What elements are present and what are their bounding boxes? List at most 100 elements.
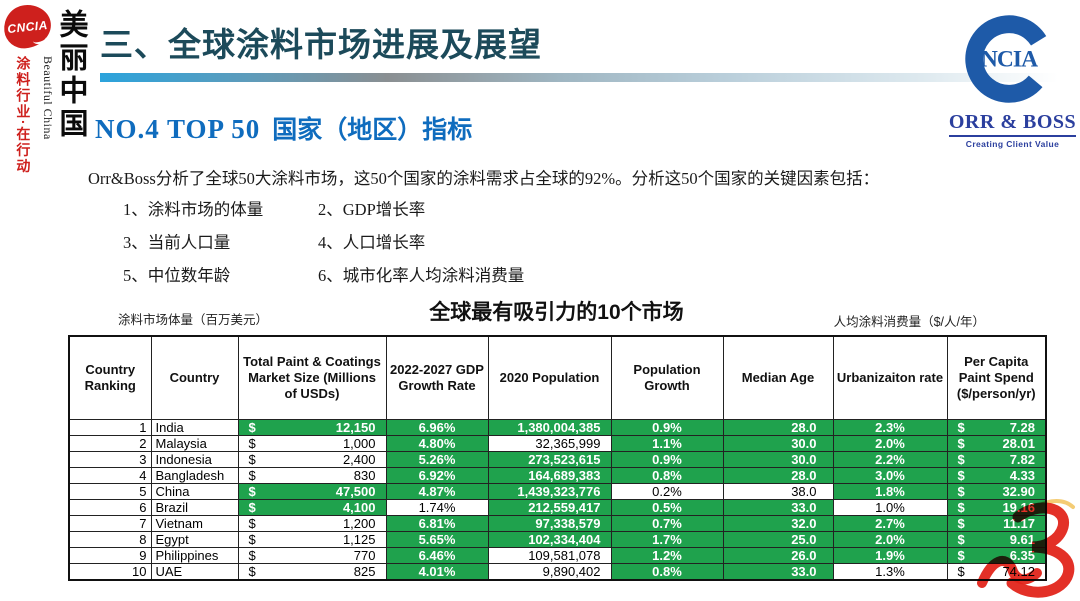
table-cell: 7	[68, 515, 152, 532]
table-cell: 1,380,004,385	[487, 419, 612, 436]
cncia-seal-logo: CNCIA	[1, 2, 54, 51]
table-cell: 2.2%	[832, 451, 948, 468]
dollar-sign: $	[957, 564, 965, 579]
dollar-sign: $	[248, 500, 256, 515]
intro-paragraph: Orr&Boss分析了全球50大涂料市场，这50个国家的涂料需求占全球的92%。…	[88, 169, 880, 188]
table-cell: Brazil	[150, 499, 239, 516]
dollar-sign: $	[957, 452, 965, 467]
column-header: Country Ranking	[68, 335, 152, 420]
table-cell: $7.82	[946, 451, 1047, 468]
table-cell: 5.65%	[385, 531, 489, 548]
dollar-sign: $	[957, 484, 965, 499]
cell-value: 12,150	[335, 420, 376, 435]
table-cell: 2.0%	[832, 531, 948, 548]
table-cell: 212,559,417	[487, 499, 612, 516]
table-cell: 2.0%	[832, 435, 948, 452]
cell-value: 7.82	[1009, 452, 1035, 467]
table-cell: 1.2%	[610, 547, 724, 564]
table-cell: 1	[68, 419, 152, 436]
cell-value: 770	[353, 548, 376, 563]
table-cell: $770	[237, 547, 387, 564]
table-cell: 9	[68, 547, 152, 564]
dollar-sign: $	[248, 420, 256, 435]
table-cell: 0.8%	[610, 563, 724, 581]
table-cell: 25.0	[722, 531, 834, 548]
table-header-row: Country Ranking Country Total Paint & Coat…	[68, 335, 1047, 420]
cell-value: 11.17	[1003, 516, 1035, 531]
table-cell: $4.33	[946, 467, 1047, 484]
table-cell: 26.0	[722, 547, 834, 564]
dollar-sign: $	[957, 516, 965, 531]
table-cell: $7.28	[946, 419, 1047, 436]
table-cell: 30.0	[722, 451, 834, 468]
market-size-unit-note: 涂料市场体量（百万美元）	[118, 313, 269, 327]
table-cell: 1.74%	[385, 499, 489, 516]
cell-value: 1,125	[342, 532, 376, 547]
table-cell: Indonesia	[150, 451, 239, 468]
table-cell: Egypt	[150, 531, 239, 548]
cell-value: 825	[353, 564, 376, 579]
table-cell: $1,125	[237, 531, 387, 548]
table-cell: 102,334,404	[487, 531, 612, 548]
dollar-sign: $	[957, 436, 965, 451]
table-cell: 273,523,615	[487, 451, 612, 468]
table-cell: 4.01%	[385, 563, 489, 581]
orr-boss-tagline: Creating Client Value	[965, 139, 1060, 149]
ncia-logo-text: NCIA	[981, 47, 1038, 73]
table-cell: 10	[68, 563, 152, 581]
table-cell: 4.87%	[385, 483, 489, 500]
table-cell: 32,365,999	[487, 435, 612, 452]
table-cell: $4,100	[237, 499, 387, 516]
table-cell: 4.80%	[385, 435, 489, 452]
orr-boss-logo: ORR & BOSS Creating Client Value	[945, 111, 1080, 149]
table-cell: $6.35	[946, 547, 1047, 564]
section-subtitle: NO.4 TOP 50 国家（地区）指标	[95, 110, 472, 146]
cell-value: 32.90	[1002, 484, 1035, 499]
red-watermark-scribble	[977, 499, 1075, 598]
table-cell: 38.0	[722, 483, 834, 500]
column-header: Country	[150, 335, 239, 420]
table-row: 5 China $47,500 4.87% 1,439,323,776 0.2% 38.0 1…	[68, 483, 1047, 500]
table-cell: $825	[237, 563, 387, 581]
cell-value: 1,200	[342, 516, 376, 531]
table-row: 10 UAE $825 4.01% 9,890,402 0.8% 33.0 1.3% $74.1…	[68, 563, 1047, 581]
table-cell: 1.1%	[610, 435, 724, 452]
top10-markets-table: Country Ranking Country Total Paint & Coat…	[68, 335, 1047, 581]
factor-item: 1、涂料市场的体量	[123, 200, 264, 219]
cell-value: 4.33	[1009, 468, 1035, 483]
factor-item: 4、人口增长率	[318, 233, 426, 252]
table-cell: 33.0	[722, 563, 834, 581]
table-title: 全球最有吸引力的10个市场	[429, 301, 684, 324]
table-cell: $28.01	[946, 435, 1047, 452]
factor-item: 5、中位数年龄	[123, 266, 231, 285]
table-row: 1 India $12,150 6.96% 1,380,004,385 0.9% 28.0 2…	[68, 419, 1047, 436]
table-cell: 1,439,323,776	[487, 483, 612, 500]
table-cell: 6.81%	[385, 515, 489, 532]
table-cell: 28.0	[722, 467, 834, 484]
table-cell: Philippines	[150, 547, 239, 564]
cncia-seal-label: CNCIA	[6, 17, 49, 36]
table-cell: 1.3%	[832, 563, 948, 581]
column-header: Median Age	[722, 335, 834, 420]
table-cell: Bangladesh	[150, 467, 239, 484]
dollar-sign: $	[248, 452, 256, 467]
dollar-sign: $	[248, 484, 256, 499]
brand-subtitle-vertical: Beautiful China	[41, 56, 55, 140]
table-cell: 0.5%	[610, 499, 724, 516]
dollar-sign: $	[957, 548, 965, 563]
table-cell: 164,689,383	[487, 467, 612, 484]
table-cell: 28.0	[722, 419, 834, 436]
table-cell: 5	[68, 483, 152, 500]
table-row: 8 Egypt $1,125 5.65% 102,334,404 1.7% 25.0 2.0%…	[68, 531, 1047, 548]
table-cell: 0.9%	[610, 419, 724, 436]
factor-item: 6、城市化率人均涂料消费量	[318, 266, 525, 285]
table-cell: 109,581,078	[487, 547, 612, 564]
table-cell: China	[150, 483, 239, 500]
page-title: 三、全球涂料市场进展及展望	[100, 26, 542, 63]
table-cell: $1,000	[237, 435, 387, 452]
orr-boss-name: ORR & BOSS	[948, 111, 1077, 137]
table-row: 4 Bangladesh $830 6.92% 164,689,383 0.8% 28.0 3…	[68, 467, 1047, 484]
brand-slogan-vertical: 涂料行业·在行动	[15, 56, 32, 175]
table-cell: 4	[68, 467, 152, 484]
